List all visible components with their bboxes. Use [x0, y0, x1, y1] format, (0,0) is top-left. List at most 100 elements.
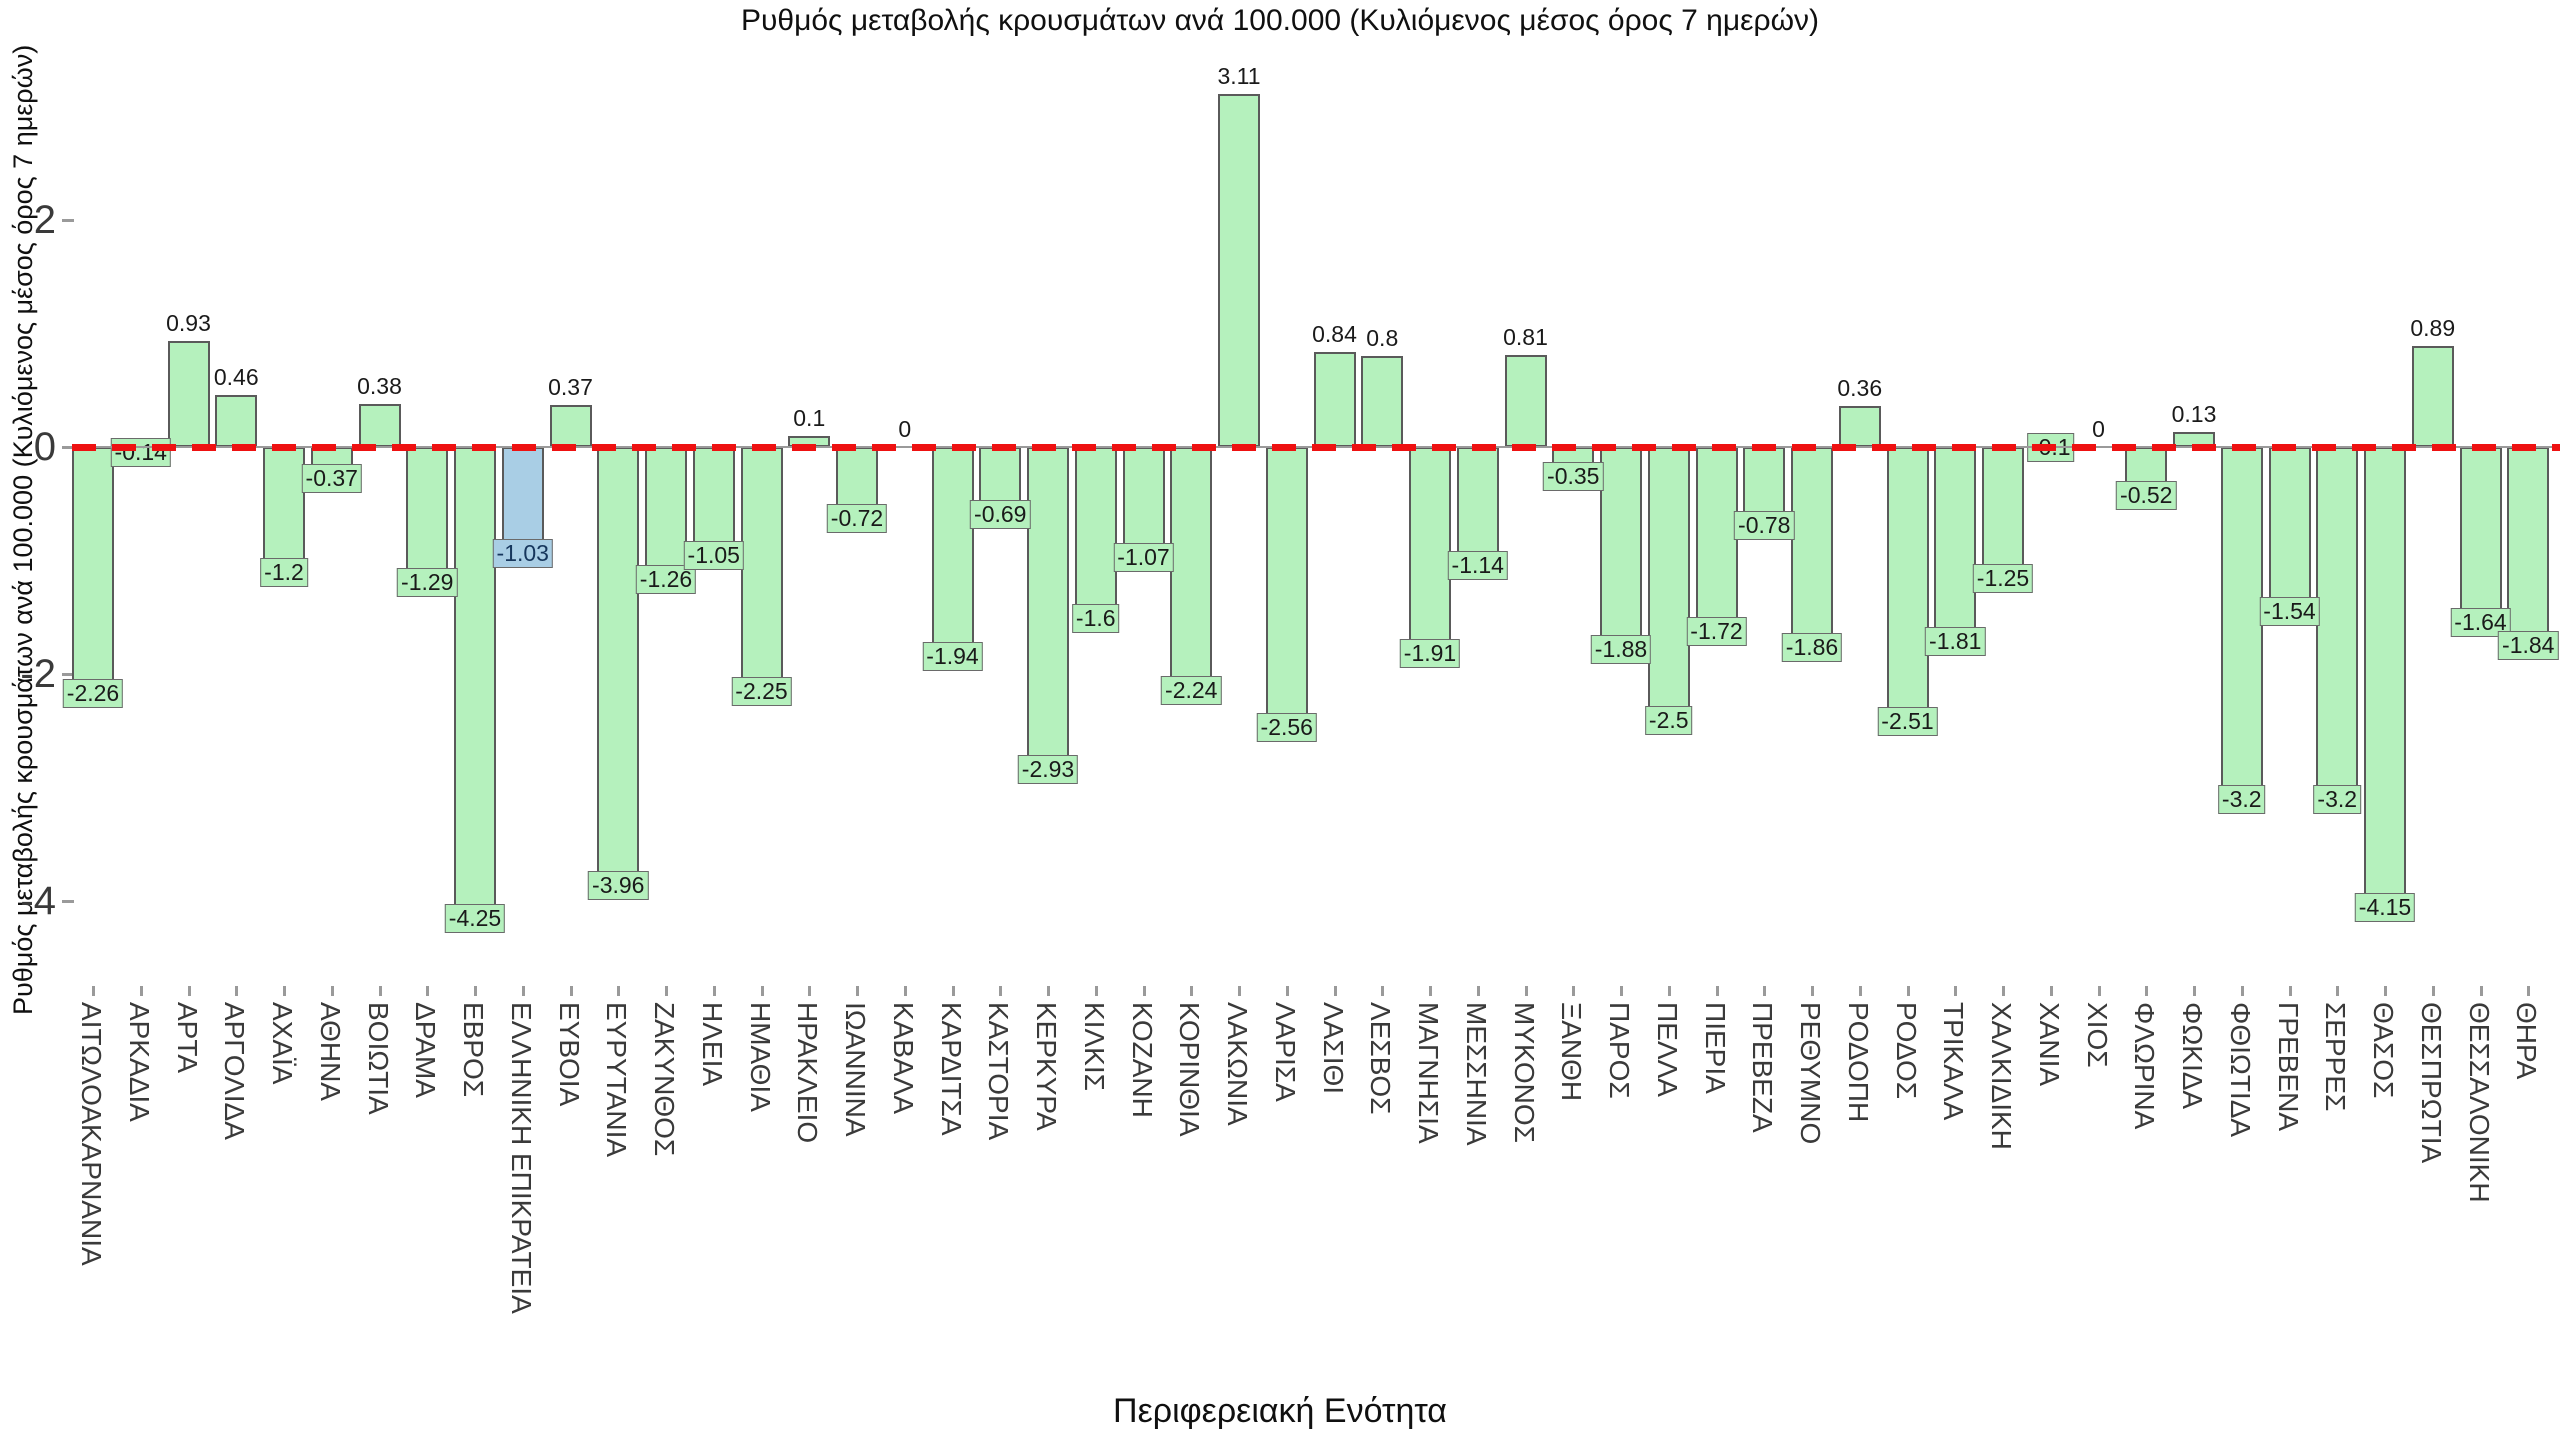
bar	[167, 341, 210, 447]
x-tick	[999, 986, 1003, 996]
x-axis-title: Περιφερειακή Ενότητα	[1113, 1392, 1447, 1430]
x-tick-label: ΚΑΡΔΙΤΣΑ	[935, 1002, 967, 1136]
bar-value-label: -1.14	[1447, 551, 1508, 581]
x-tick	[2527, 986, 2531, 996]
bar-value-label: -2.26	[62, 678, 124, 708]
x-tick-label: ΘΑΣΟΣ	[2368, 1002, 2399, 1099]
x-tick-label: ΦΩΚΙΔΑ	[2177, 1002, 2208, 1110]
x-tick	[2145, 986, 2149, 996]
bar	[2316, 447, 2359, 811]
x-tick	[1715, 986, 1719, 996]
x-tick	[187, 986, 191, 996]
x-tick-label: ΑΘΗΝΑ	[314, 1002, 346, 1101]
x-tick	[1047, 986, 1050, 996]
x-tick-label: ΦΘΙΩΤΙΔΑ	[2224, 1002, 2256, 1138]
x-tick-label: ΘΕΣΠΡΩΤΙΑ	[2415, 1002, 2447, 1164]
bar	[740, 447, 783, 703]
bar-value-label: -1.84	[2498, 630, 2559, 660]
x-tick-label: ΚΟΖΑΝΗ	[1126, 1002, 1158, 1118]
bar-value-label: -2.25	[731, 677, 792, 707]
x-tick	[1906, 986, 1910, 996]
x-tick-label: ΕΒΡΟΣ	[458, 1002, 489, 1098]
y-tick	[62, 900, 74, 903]
x-tick	[1285, 986, 1289, 996]
x-tick-label: ΛΑΣΙΘΙ	[1317, 1002, 1349, 1095]
bar-value-label: -2.5	[1644, 705, 1693, 735]
x-tick-label: ΜΕΣΣΗΝΙΑ	[1460, 1002, 1492, 1146]
x-tick	[2097, 986, 2101, 996]
x-tick-label: ΑΙΤΩΛΟΑΚΑΡΝΑΝΙΑ	[76, 1002, 107, 1266]
bar-value-label: 0.93	[166, 310, 211, 337]
bar	[1886, 447, 1929, 732]
y-axis-title: Ρυθμός μεταβολής κρουσμάτων ανά 100.000 …	[8, 44, 38, 1015]
bar	[1600, 447, 1642, 661]
bar-value-label: -1.03	[492, 538, 553, 568]
bar	[1647, 447, 1690, 731]
x-tick	[2336, 986, 2340, 996]
bar-value-label: 0	[898, 416, 912, 442]
bar	[215, 394, 258, 447]
bar	[1170, 447, 1213, 702]
x-tick	[1190, 986, 1194, 996]
x-tick-label: ΗΡΑΚΛΕΙΟ	[792, 1002, 824, 1144]
bar-value-label: -1.86	[1781, 633, 1843, 663]
x-tick	[856, 986, 859, 996]
x-tick	[474, 986, 477, 996]
bar-value-label: -2.93	[1017, 754, 1079, 784]
x-tick	[283, 986, 286, 996]
bar-value-label: -1.64	[2450, 608, 2511, 638]
x-tick-label: ΘΕΣΣΑΛΟΝΙΚΗ	[2463, 1002, 2495, 1203]
bar-value-label: -3.96	[588, 871, 649, 901]
x-tick	[1476, 986, 1480, 996]
bar-value-label: -0.69	[970, 500, 1031, 530]
x-tick	[1429, 986, 1432, 996]
y-tick	[62, 673, 74, 676]
x-tick-label: ΑΡΓΟΛΙΔΑ	[219, 1002, 251, 1140]
x-tick-label: ΡΟΔΟΠΗ	[1842, 1002, 1874, 1123]
x-tick-label: ΒΟΙΩΤΙΑ	[362, 1002, 394, 1115]
x-tick-label: ΑΧΑΪΑ	[267, 1002, 298, 1085]
x-tick	[330, 986, 334, 996]
bar	[1074, 447, 1117, 629]
x-tick-label: ΑΡΚΑΔΙΑ	[123, 1002, 155, 1122]
bar-value-label: -1.07	[1113, 543, 1174, 573]
x-tick-label: ΛΕΣΒΟΣ	[1365, 1002, 1397, 1115]
x-tick-label: ΚΟΡΙΝΘΙΑ	[1174, 1002, 1206, 1137]
bar-value-label: 0.13	[2171, 401, 2217, 428]
y-tick-label: 0	[33, 425, 56, 469]
x-tick-label: ΘΗΡΑ	[2511, 1002, 2543, 1080]
bar-value-label: -4.25	[444, 904, 506, 934]
x-tick	[2431, 986, 2435, 996]
y-tick-label: 2	[33, 198, 56, 242]
x-tick-label: ΚΕΡΚΥΡΑ	[1031, 1002, 1062, 1131]
y-tick	[62, 219, 74, 222]
bar	[2507, 447, 2550, 656]
x-tick	[2240, 986, 2244, 996]
x-tick	[378, 986, 382, 996]
x-tick	[569, 986, 573, 996]
bar-value-label: 0.8	[1366, 325, 1399, 352]
bar-value-label: -1.94	[922, 642, 983, 672]
y-tick-label: -2	[20, 652, 56, 696]
x-tick	[2049, 986, 2053, 996]
x-tick-label: ΕΥΡΥΤΑΝΙΑ	[601, 1002, 633, 1158]
x-tick	[1142, 986, 1146, 996]
x-tick-label: ΜΑΓΝΗΣΙΑ	[1413, 1002, 1444, 1144]
x-tick	[92, 986, 95, 996]
x-tick	[2002, 986, 2005, 996]
bar-value-label: -3.2	[2217, 785, 2266, 815]
bar-value-label: 0.36	[1837, 375, 1883, 402]
x-tick-label: ΠΙΕΡΙΑ	[1699, 1002, 1731, 1094]
bar	[454, 447, 496, 930]
bar-value-label: 0.38	[357, 372, 402, 399]
x-tick-label: ΗΜΑΘΙΑ	[744, 1002, 776, 1112]
x-tick	[1667, 986, 1671, 996]
bar-value-label: -1.29	[397, 568, 458, 598]
bar-value-label: -1.6	[1071, 603, 1120, 633]
x-tick	[2384, 986, 2387, 996]
x-tick-label: ΚΑΒΑΛΑ	[887, 1002, 919, 1115]
x-tick	[1811, 986, 1814, 996]
bar	[2411, 345, 2454, 447]
x-tick	[1620, 986, 1623, 996]
x-tick	[1238, 986, 1241, 996]
